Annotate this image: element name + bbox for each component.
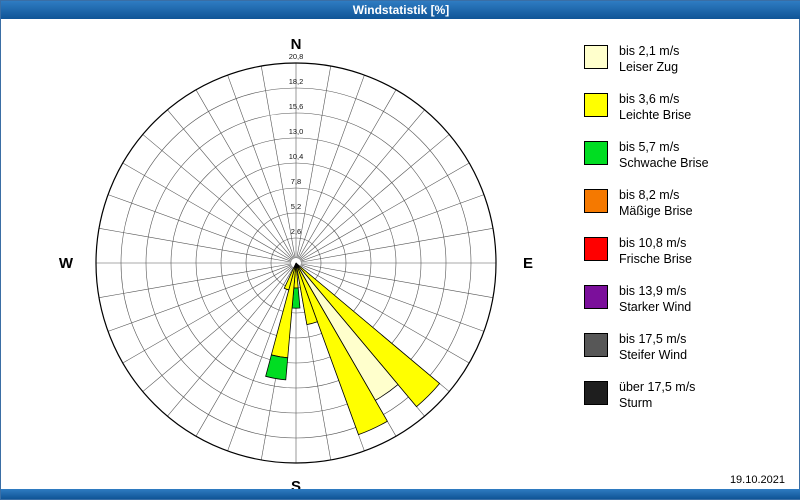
legend-label-steifer_wind: bis 17,5 m/s Steifer Wind [619,332,688,362]
legend-swatch-leichte_brise [584,93,608,117]
grid-spoke [298,109,425,260]
ring-tick-label: 5,2 [291,202,301,211]
grid-spoke [167,109,294,260]
legend-item-leichte_brise: bis 3,6 m/s Leichte Brise [584,91,709,123]
grid-spoke [227,74,295,259]
wind-petal-segment [265,354,289,381]
wind-petal-segment [295,262,318,326]
grid-ring [170,137,422,389]
legend-label-starker_wind: bis 13,9 m/s Starker Wind [619,284,692,314]
legend-label-leiser_zug: bis 2,1 m/s Leiser Zug [619,44,680,74]
grid-spoke [195,89,294,259]
grid-spoke [107,264,292,332]
title-bar: Windstatistik [%] [1,1,800,19]
legend-swatch-steifer_wind [584,333,608,357]
wind-petal-segment [283,262,297,291]
legend-item-schwache_brise: bis 5,7 m/s Schwache Brise [584,139,709,171]
legend-swatch-frische_brise [584,237,608,261]
grid-ring [195,162,397,364]
grid-spoke [227,267,295,452]
compass-west: W [59,255,74,272]
grid-spoke [260,65,296,259]
grid-spoke [142,265,293,392]
grid-spoke [300,194,485,262]
legend-swatch-schwache_brise [584,141,608,165]
grid-spoke [122,162,292,261]
legend-swatch-sturm [584,381,608,405]
grid-spoke [98,263,292,299]
grid-spoke [299,134,450,261]
compass-south: S [291,478,301,489]
grid-spoke [300,227,494,263]
ring-tick-label: 2,6 [291,227,301,236]
grid-spoke [142,134,293,261]
ring-tick-label: 7,8 [291,177,301,186]
grid-spoke [98,227,292,263]
legend-item-sturm: über 17,5 m/s Sturm [584,379,709,411]
grid-spoke [297,74,365,259]
grid-spoke [298,89,397,259]
grid-ring [245,212,347,314]
grid-ring [120,87,472,439]
window-title: Windstatistik [%] [352,3,450,17]
wind-rose-chart: 2,6 5,2 7,8 10,4 13,0 15,6 18,2 20,8N S W E [59,36,533,489]
compass-north: N [291,36,302,53]
grid-spoke [296,65,332,259]
grid-spoke [122,265,292,364]
legend-label-schwache_brise: bis 5,7 m/s Schwache Brise [619,140,709,170]
grid-spoke [300,263,494,299]
legend-swatch-maessige_brise [584,189,608,213]
legend-swatch-leiser_zug [584,45,608,69]
grid-ring [95,62,497,464]
grid-spoke [300,265,470,364]
legend-label-frische_brise: bis 10,8 m/s Frische Brise [619,236,692,266]
ring-tick-label: 10,4 [289,152,304,161]
legend-swatch-starker_wind [584,285,608,309]
grid-spoke [300,264,485,332]
legend: bis 2,1 m/s Leiser Zug bis 3,6 m/s Leichte … [584,43,709,411]
grid-ring [145,112,447,414]
grid-spoke [167,266,294,417]
legend-item-starker_wind: bis 13,9 m/s Starker Wind [584,283,709,315]
compass-east: E [523,255,533,272]
legend-item-frische_brise: bis 10,8 m/s Frische Brise [584,235,709,267]
legend-label-maessige_brise: bis 8,2 m/s Mäßige Brise [619,188,693,218]
legend-item-maessige_brise: bis 8,2 m/s Mäßige Brise [584,187,709,219]
ring-tick-label: 20,8 [289,52,304,61]
grid-spoke [195,267,294,437]
grid-spoke [107,194,292,262]
legend-label-sturm: über 17,5 m/s Sturm [619,380,696,410]
date-label: 19.10.2021 [729,474,785,486]
ring-tick-label: 18,2 [289,77,304,86]
ring-tick-label: 13,0 [289,127,304,136]
grid-spoke [300,162,470,261]
bottom-bar [1,489,800,499]
grid-ring [220,187,372,339]
ring-tick-label: 15,6 [289,102,304,111]
legend-item-leiser_zug: bis 2,1 m/s Leiser Zug [584,43,709,75]
legend-label-leichte_brise: bis 3,6 m/s Leichte Brise [619,92,692,122]
legend-item-steifer_wind: bis 17,5 m/s Steifer Wind [584,331,709,363]
